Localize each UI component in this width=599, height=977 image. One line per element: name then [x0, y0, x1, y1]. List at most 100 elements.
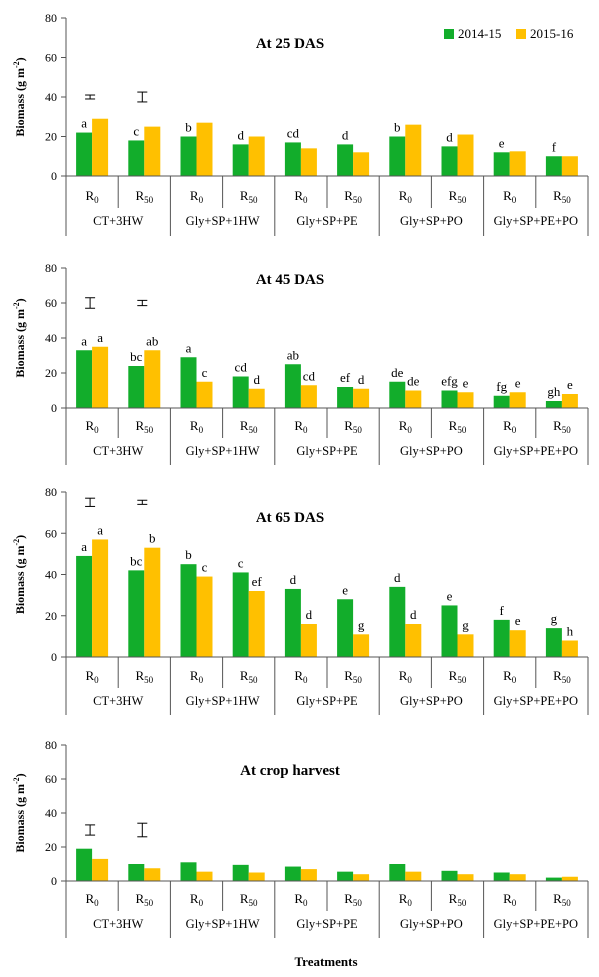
- bar-2015-16: [144, 547, 161, 657]
- y-tick-label: 0: [51, 169, 57, 183]
- bar-2015-16: [248, 136, 265, 176]
- bar-2014-15: [232, 864, 249, 881]
- bar-2015-16: [509, 630, 526, 657]
- y-tick-label: 0: [51, 650, 57, 664]
- significance-label: e: [447, 588, 453, 603]
- bar-2015-16: [300, 869, 317, 881]
- bar-2015-16: [457, 874, 474, 881]
- x-tick-label: R0: [399, 418, 413, 435]
- significance-label: b: [394, 120, 401, 135]
- bar-2014-15: [128, 570, 145, 657]
- y-tick-label: 20: [45, 840, 57, 854]
- bar-2014-15: [337, 144, 354, 176]
- significance-label: c: [202, 365, 208, 380]
- x-tick-label: R50: [449, 188, 467, 205]
- bar-2014-15: [180, 564, 197, 657]
- bar-2014-15: [389, 586, 406, 657]
- legend: 2014-15 2015-16: [444, 26, 574, 41]
- x-tick-label: R50: [449, 668, 467, 685]
- bar-2015-16: [92, 539, 109, 657]
- bar-2015-16: [248, 388, 265, 408]
- significance-label: bc: [130, 349, 143, 364]
- group-label: Gly+SP+PE+PO: [494, 917, 578, 931]
- bar-2014-15: [128, 864, 145, 881]
- bar-2015-16: [300, 148, 317, 176]
- bar-2014-15: [545, 401, 562, 408]
- bar-2014-15: [545, 156, 562, 176]
- y-axis-label: Biomass (g m-2): [12, 773, 27, 852]
- bar-2014-15: [337, 599, 354, 657]
- group-label: Gly+SP+PO: [400, 694, 463, 708]
- x-tick-label: R0: [190, 891, 204, 908]
- bar-2015-16: [353, 874, 370, 881]
- x-tick-label: R50: [553, 891, 571, 908]
- bar-2014-15: [76, 132, 93, 176]
- bar-2015-16: [92, 858, 109, 881]
- bar-2014-15: [284, 142, 301, 176]
- x-tick-label: R50: [449, 891, 467, 908]
- x-tick-label: R50: [344, 891, 362, 908]
- x-tick-label: R50: [240, 891, 258, 908]
- significance-label: efg: [441, 374, 458, 389]
- x-tick-label: R0: [190, 188, 204, 205]
- significance-label: e: [342, 582, 348, 597]
- bar-2015-16: [92, 346, 109, 408]
- significance-label: d: [342, 127, 349, 142]
- y-axis-label: Biomass (g m-2): [12, 535, 27, 614]
- legend-swatch-2014-15: [444, 29, 454, 39]
- bar-2014-15: [545, 628, 562, 657]
- significance-label: de: [407, 374, 420, 389]
- x-tick-label: R0: [503, 668, 517, 685]
- significance-label: e: [515, 613, 521, 628]
- group-label: Gly+SP+PE+PO: [494, 214, 578, 228]
- x-tick-label: R0: [399, 668, 413, 685]
- bar-2014-15: [493, 152, 510, 176]
- bar-2015-16: [353, 634, 370, 657]
- bar-2015-16: [509, 392, 526, 408]
- bar-2014-15: [232, 572, 249, 657]
- significance-label: a: [97, 522, 103, 537]
- bar-2014-15: [441, 605, 458, 657]
- x-tick-label: R0: [86, 668, 100, 685]
- y-axis-label: Biomass (g m-2): [12, 57, 27, 136]
- significance-label: de: [391, 365, 404, 380]
- significance-label: bc: [130, 553, 143, 568]
- x-tick-label: R50: [135, 668, 153, 685]
- x-tick-label: R50: [135, 188, 153, 205]
- bar-2015-16: [405, 390, 422, 408]
- x-tick-label: R0: [503, 188, 517, 205]
- bar-2015-16: [144, 350, 161, 408]
- y-axis-label: Biomass (g m-2): [12, 298, 27, 377]
- bar-2014-15: [76, 848, 93, 881]
- significance-label: g: [551, 611, 558, 626]
- significance-label: a: [186, 340, 192, 355]
- bar-2015-16: [457, 634, 474, 657]
- group-label: Gly+SP+PE+PO: [494, 694, 578, 708]
- y-tick-label: 60: [45, 51, 57, 65]
- bar-2015-16: [509, 151, 526, 176]
- bar-2014-15: [337, 871, 354, 881]
- significance-label: cd: [303, 368, 316, 383]
- bar-2015-16: [196, 381, 213, 408]
- group-label: CT+3HW: [93, 694, 143, 708]
- significance-label: cd: [287, 125, 300, 140]
- bar-2015-16: [509, 874, 526, 881]
- x-axis-title: Treatments: [294, 954, 357, 969]
- significance-label: d: [410, 607, 417, 622]
- legend-label-2014-15: 2014-15: [458, 26, 501, 41]
- bar-2015-16: [300, 385, 317, 408]
- bar-2015-16: [353, 388, 370, 408]
- bar-2015-16: [405, 624, 422, 657]
- x-tick-label: R50: [240, 188, 258, 205]
- bar-2014-15: [180, 136, 197, 176]
- bar-2015-16: [144, 868, 161, 881]
- significance-label: gh: [547, 384, 561, 399]
- significance-label: f: [552, 139, 557, 154]
- group-label: Gly+SP+PO: [400, 917, 463, 931]
- x-tick-label: R50: [135, 418, 153, 435]
- significance-label: b: [185, 547, 192, 562]
- y-tick-label: 80: [45, 261, 57, 275]
- y-tick-label: 40: [45, 90, 57, 104]
- bar-2014-15: [128, 140, 145, 176]
- bar-2015-16: [196, 122, 213, 176]
